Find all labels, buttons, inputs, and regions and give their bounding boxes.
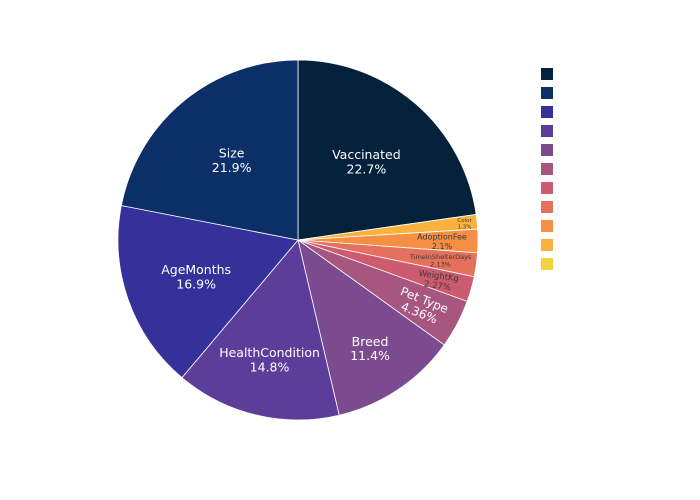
slice-label: Vaccinated 22.7%	[332, 147, 401, 176]
pie-slice-agemonths[interactable]	[117, 205, 299, 379]
legend	[541, 68, 553, 270]
legend-swatch[interactable]	[541, 87, 553, 99]
legend-swatch[interactable]	[541, 68, 553, 80]
legend-swatch[interactable]	[541, 144, 553, 156]
slice-label: AgeMonths 16.9%	[161, 262, 231, 291]
legend-swatch[interactable]	[541, 201, 553, 213]
slice-label: Size 21.9%	[212, 146, 252, 175]
legend-swatch[interactable]	[541, 182, 553, 194]
pie-slice-healthcondition[interactable]	[181, 239, 340, 421]
slice-label: TimeInShelterDays 2.13%	[409, 253, 472, 268]
pie-slice-breed[interactable]	[297, 239, 445, 416]
legend-swatch[interactable]	[541, 106, 553, 118]
legend-swatch[interactable]	[541, 163, 553, 175]
slice-label: Color 1.3%	[457, 218, 472, 230]
slice-label: Breed 11.4%	[350, 334, 390, 363]
legend-swatch[interactable]	[541, 125, 553, 137]
pie-slice-vaccinated[interactable]	[297, 59, 477, 241]
pie-labels: Vaccinated 22.7% Color 1.3% AdoptionFee 2.1% T…	[161, 146, 472, 375]
pie-slice-size[interactable]	[120, 59, 299, 241]
slice-label: HealthCondition 14.8%	[219, 345, 320, 374]
slice-label: WeightKg2.27%	[417, 269, 460, 294]
legend-swatch[interactable]	[541, 239, 553, 251]
legend-swatch[interactable]	[541, 220, 553, 232]
pie-slices	[117, 59, 479, 421]
legend-swatch[interactable]	[541, 258, 553, 270]
slice-label: AdoptionFee 2.1%	[417, 233, 467, 251]
